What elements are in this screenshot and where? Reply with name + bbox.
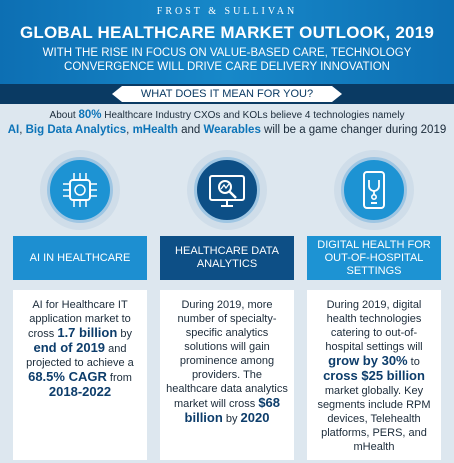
page-title: GLOBAL HEALTHCARE MARKET OUTLOOK, 2019 [19, 23, 435, 42]
intro-text: About 80% Healthcare Industry CXOs and K… [7, 109, 447, 136]
page-subtitle: WITH THE RISE IN FOCUS ON VALUE-BASED CA… [42, 47, 412, 73]
column-ai: AI IN HEALTHCARE AI for Healthcare IT ap… [13, 150, 147, 460]
column-analytics-description: During 2019, more number of specialty-sp… [160, 290, 294, 460]
brand-logo: FROST & SULLIVAN [156, 6, 298, 17]
column-digital-health: DIGITAL HEALTH FOR OUT-OF-HOSPITAL SETTI… [307, 150, 441, 460]
column-digital-health-label: DIGITAL HEALTH FOR OUT-OF-HOSPITAL SETTI… [307, 236, 441, 280]
column-digital-health-description: During 2019, digital health technologies… [307, 290, 441, 460]
question-label: WHAT DOES IT MEAN FOR YOU? [112, 86, 342, 102]
digital-health-phone-icon [341, 157, 407, 223]
column-ai-description: AI for Healthcare IT application market … [13, 290, 147, 460]
header-banner: FROST & SULLIVAN GLOBAL HEALTHCARE MARKE… [0, 0, 454, 84]
column-analytics-label: HEALTHCARE DATA ANALYTICS [160, 236, 294, 280]
column-ai-label: AI IN HEALTHCARE [13, 236, 147, 280]
column-analytics: HEALTHCARE DATA ANALYTICS During 2019, m… [160, 150, 294, 460]
ai-chip-icon [47, 157, 113, 223]
data-analytics-icon [194, 157, 260, 223]
